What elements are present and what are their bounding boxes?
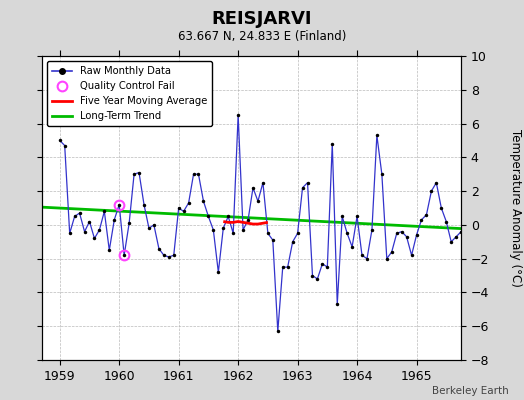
- Legend: Raw Monthly Data, Quality Control Fail, Five Year Moving Average, Long-Term Tren: Raw Monthly Data, Quality Control Fail, …: [47, 61, 212, 126]
- Text: REISJARVI: REISJARVI: [212, 10, 312, 28]
- Text: Berkeley Earth: Berkeley Earth: [432, 386, 508, 396]
- Text: 63.667 N, 24.833 E (Finland): 63.667 N, 24.833 E (Finland): [178, 30, 346, 43]
- Y-axis label: Temperature Anomaly (°C): Temperature Anomaly (°C): [509, 129, 522, 287]
